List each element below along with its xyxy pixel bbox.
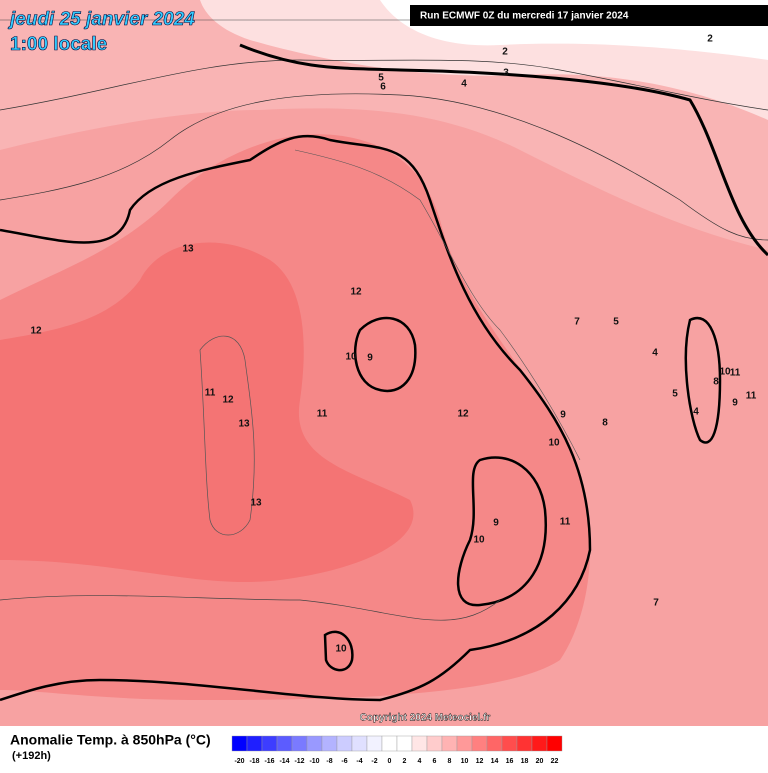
coastline [294,149,581,461]
legend-tick-label: 12 [476,758,484,765]
legend-title: Anomalie Temp. à 850hPa (°C) [10,732,211,748]
legend-tick-label: 14 [491,758,499,765]
title: jeudi 25 janvier 2024 [7,9,195,30]
legend-swatch [441,735,458,752]
contour-label: 3 [503,68,509,79]
contour-label: 12 [30,326,42,337]
legend-tick-label: -18 [249,758,259,765]
legend-tick-label: 18 [521,758,529,765]
legend-swatch [336,735,353,752]
legend-tick-label: -16 [264,758,274,765]
contour-label: 10 [345,352,357,363]
legend-swatch [351,735,368,752]
legend-swatch [321,735,338,752]
contour-label: 8 [602,418,608,429]
thick-contour [0,134,592,702]
legend-swatch [396,735,413,752]
contour-label: 5 [613,317,619,328]
contour-label: 5 [672,389,678,400]
thick-contour [684,316,722,444]
legend-tick-label: -8 [326,758,332,765]
contour-label: 13 [250,498,262,509]
contour-label: 11 [560,517,571,528]
legend-swatch [261,735,278,752]
legend-swatch [306,735,323,752]
hot-area [0,242,414,583]
thick-contour [239,43,768,257]
legend-tick-label: 16 [506,758,514,765]
legend-swatch [366,735,383,752]
legend-swatch [426,735,443,752]
legend-swatch [291,735,308,752]
legend-tick-label: 0 [388,758,392,765]
coastline [199,335,255,536]
legend-tick-label: 22 [551,758,559,765]
contour-label: 12 [350,287,362,298]
contour-label: 4 [693,407,699,418]
contour-label: 6 [380,82,386,93]
contour-label: 10 [548,438,560,449]
contour-label: 13 [238,419,250,430]
legend-tick-label: -14 [279,758,289,765]
contour-label: 7 [574,317,580,328]
contour-label: 11 [730,368,741,379]
legend-swatch [381,735,398,752]
legend-tick-label: 10 [461,758,469,765]
contour-label: 12 [222,395,234,406]
thick-contour [456,456,547,607]
legend-swatch [231,735,248,752]
legend-tick-label: 8 [448,758,452,765]
legend-swatch [516,735,533,752]
legend-swatch [486,735,503,752]
contour-label: 11 [205,388,216,399]
contour-label: 4 [652,348,658,359]
contour-label: 9 [732,398,738,409]
contour-label: 11 [746,391,757,402]
run-label: Run ECMWF 0Z du mercredi 17 janvier 2024 [420,11,629,22]
contour-label: 7 [653,598,659,609]
legend-tick-label: 2 [403,758,407,765]
legend-swatch [471,735,488,752]
legend-tick-label: -10 [309,758,319,765]
contour-label: 10 [719,367,731,378]
subtitle: 1:00 locale [10,34,107,55]
legend-tick-label: -2 [371,758,377,765]
contour-label: 9 [493,518,499,529]
contour-label: 10 [335,644,347,655]
contour-label: 9 [367,353,373,364]
run-box [410,5,768,26]
legend-tick-label: -4 [356,758,362,765]
contour [0,93,768,241]
thick-contour [323,630,354,672]
contour-label: 2 [502,47,508,58]
legend-tick-label: 4 [418,758,422,765]
contour [0,59,768,111]
legend-swatch [276,735,293,752]
legend-swatch [246,735,263,752]
contour-label: 9 [560,410,566,421]
contour-label: 13 [182,244,194,255]
legend-tick-label: -20 [234,758,244,765]
contour-label: 2 [707,34,713,45]
legend-swatch [546,735,563,752]
legend-tick-label: 20 [536,758,544,765]
contour-label: 10 [473,535,485,546]
lead-time: (+192h) [12,750,51,762]
legend-tick-label: 6 [433,758,437,765]
contour [0,595,501,621]
legend-tick-label: -6 [341,758,347,765]
legend-swatch [531,735,548,752]
contour-label: 5 [378,73,384,84]
legend-tick-label: -12 [294,758,304,765]
legend-swatch [501,735,518,752]
contour-label: 4 [461,79,467,90]
copyright: Copyright 2024 Meteociel.fr [360,713,491,724]
legend-swatch [456,735,473,752]
legend-swatch [411,735,428,752]
thick-contour [353,316,417,393]
contour-label: 8 [713,377,719,388]
contour-label: 12 [457,409,469,420]
contour-label: 11 [317,409,328,420]
